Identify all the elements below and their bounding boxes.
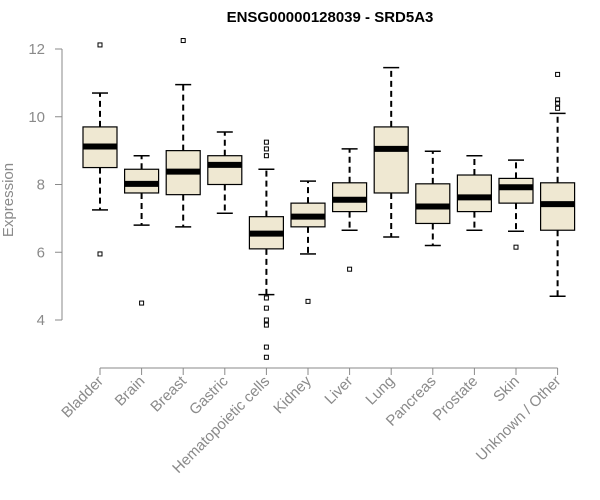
- outlier-point: [97, 251, 103, 257]
- outlier-point: [263, 146, 269, 152]
- y-axis-label: Expression: [0, 163, 17, 237]
- box-iqr: [456, 174, 492, 213]
- box-hematopoietic-cells: [248, 139, 284, 360]
- box-brain: [123, 154, 160, 306]
- outlier-point: [263, 295, 269, 301]
- y-tick-label: 10: [28, 109, 45, 126]
- outlier-point: [555, 71, 561, 77]
- box-prostate: [456, 154, 492, 231]
- x-tick-label: Breast: [147, 372, 190, 415]
- box-iqr: [207, 155, 243, 186]
- outlier-point: [555, 105, 561, 111]
- x-tick-label: Brain: [112, 373, 149, 410]
- box-iqr: [498, 177, 534, 204]
- x-tick-label: Lung: [362, 373, 398, 409]
- y-axis: 4 6 8 10 12: [28, 41, 63, 329]
- y-tick-label: 6: [37, 244, 45, 261]
- x-tick-label: Liver: [321, 373, 356, 408]
- x-axis: [99, 367, 559, 375]
- y-tick-label: 4: [37, 312, 45, 329]
- outlier-point: [263, 354, 269, 360]
- box-pancreas: [415, 150, 451, 247]
- box-lung: [373, 66, 409, 238]
- outlier-point: [555, 97, 561, 103]
- x-tick-label: Bladder: [58, 373, 107, 422]
- box-breast: [165, 38, 201, 228]
- outlier-point: [347, 266, 353, 272]
- outlier-point: [263, 322, 269, 328]
- outlier-point: [263, 139, 269, 145]
- x-tick-label: Prostate: [430, 373, 482, 425]
- chart-title: ENSG00000128039 - SRD5A3: [227, 9, 434, 26]
- box-liver: [332, 148, 368, 272]
- outlier-point: [263, 153, 269, 159]
- box-kidney: [290, 180, 326, 304]
- outlier-point: [513, 244, 519, 250]
- box-unknown-other: [539, 71, 576, 298]
- box-skin: [498, 159, 534, 250]
- outlier-point: [263, 344, 269, 350]
- box-gastric: [207, 131, 243, 215]
- outlier-point: [263, 305, 269, 311]
- outlier-point: [305, 298, 311, 304]
- y-tick-label: 12: [28, 41, 45, 58]
- box-iqr: [373, 126, 409, 194]
- x-tick-label: Kidney: [270, 372, 315, 417]
- outlier-point: [263, 317, 269, 323]
- outlier-point: [555, 100, 561, 106]
- y-tick-label: 8: [37, 177, 45, 194]
- outlier-point: [180, 38, 186, 44]
- x-tick-label: Skin: [490, 373, 523, 406]
- boxes-group: [82, 38, 576, 360]
- box-bladder: [82, 42, 118, 257]
- outlier-point: [97, 42, 103, 48]
- outlier-point: [139, 300, 145, 306]
